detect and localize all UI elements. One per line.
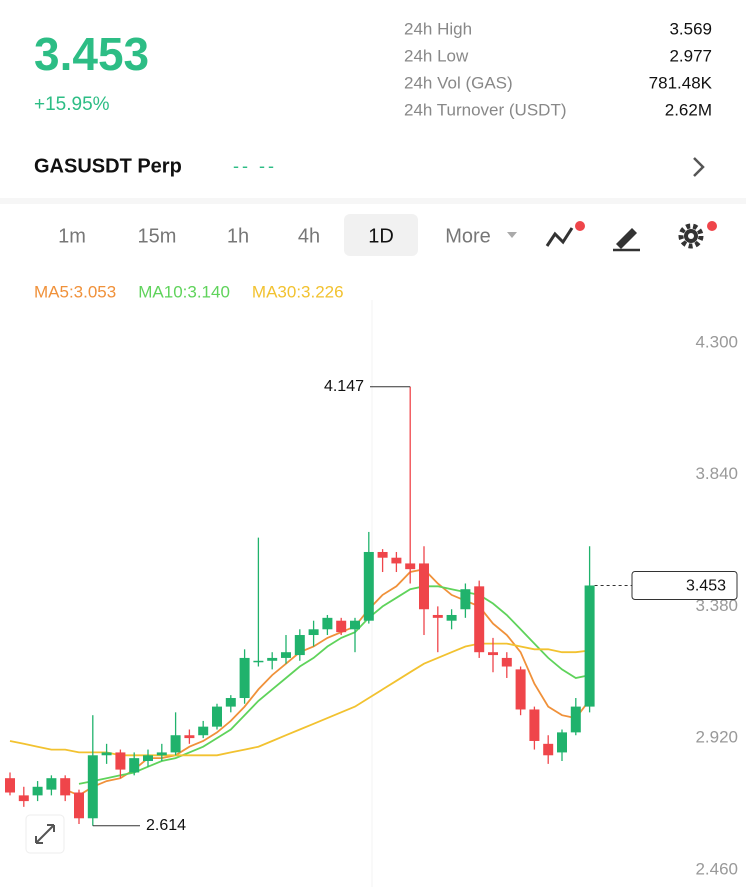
active-tab-bg xyxy=(344,214,418,256)
price-change: +15.95% xyxy=(34,94,110,115)
chevron[interactable] xyxy=(693,157,705,177)
stats: 24h High 3.569 24h Low 2.977 24h Vol (GAS) 78… xyxy=(404,19,713,119)
candle-body xyxy=(225,698,236,707)
y-tick-label: 2.920 xyxy=(695,728,738,747)
candle-body xyxy=(363,551,374,621)
stat-label: 24h Vol (GAS) xyxy=(404,73,513,92)
candle-body xyxy=(74,792,84,819)
candle-body xyxy=(308,629,319,636)
last-box xyxy=(631,570,738,600)
last-label: 3.453 xyxy=(686,578,726,595)
candle-body xyxy=(46,778,57,790)
candle-body xyxy=(60,778,71,796)
candle-body xyxy=(446,614,457,621)
candle-body xyxy=(488,652,498,656)
stat-value: 781.48K xyxy=(649,73,713,92)
ma-label: MA5:3.053 xyxy=(34,282,116,301)
candle-body xyxy=(143,755,153,762)
candle-body xyxy=(419,563,429,610)
ma-label: MA30:3.226 xyxy=(252,282,344,301)
candle-body xyxy=(350,620,360,630)
divider xyxy=(0,198,746,204)
max-label: 4.147 xyxy=(324,378,364,395)
candle-body xyxy=(18,795,29,802)
candle-body xyxy=(253,660,264,663)
candle-body xyxy=(212,706,222,727)
tabs: 1m 15m 1h 4h 1D More xyxy=(58,225,491,247)
stat-label: 24h Turnover (USDT) xyxy=(404,100,567,119)
candle-body xyxy=(184,735,195,739)
interval-tab[interactable]: 4h xyxy=(298,225,320,247)
candle-body xyxy=(32,786,43,796)
interval-tab[interactable]: More xyxy=(445,225,491,247)
candle-body xyxy=(584,585,595,707)
candle-body xyxy=(156,752,167,756)
candle-body xyxy=(87,755,98,819)
stat-value: 2.62M xyxy=(665,100,712,119)
min-label: 2.614 xyxy=(146,817,186,834)
y-tick-label: 3.840 xyxy=(695,464,738,483)
candle-body xyxy=(557,732,567,753)
last-price: 3.453 xyxy=(34,28,149,80)
candle-body xyxy=(460,589,471,610)
candle-body xyxy=(294,635,305,656)
stat-value: 2.977 xyxy=(669,46,712,65)
candle-body xyxy=(336,620,347,633)
candle-body xyxy=(529,709,540,741)
candle-body xyxy=(501,657,512,667)
dropdown[interactable] xyxy=(507,232,517,238)
indicator-icon[interactable] xyxy=(545,221,585,247)
interval-tab[interactable]: 15m xyxy=(138,225,177,247)
symbol-name[interactable]: GASUSDT Perp xyxy=(34,155,182,177)
ma-legend: MA5:3.053 MA10:3.140 MA30:3.226 xyxy=(34,282,344,301)
candle-body xyxy=(115,752,126,770)
candle-body xyxy=(474,586,485,653)
candle-body xyxy=(198,726,209,736)
candle-body xyxy=(101,752,112,756)
candle-body xyxy=(432,614,443,618)
candle-body xyxy=(515,669,526,710)
draw-icon[interactable] xyxy=(613,228,640,252)
candle-body xyxy=(391,557,402,564)
expand-icon[interactable] xyxy=(25,814,65,854)
funding: -- -- xyxy=(233,156,277,176)
ma-line xyxy=(78,585,590,785)
ma-line xyxy=(64,568,591,797)
y-tick-label: 2.460 xyxy=(695,859,738,878)
plot: 4.300 3.840 3.380 2.920 2.460 4.147 2.614 3.453 xyxy=(5,332,738,878)
candle-body xyxy=(570,706,581,733)
y-tick-label: 3.380 xyxy=(695,596,738,615)
interval-tab[interactable]: 1h xyxy=(227,225,249,247)
candle-body xyxy=(322,617,333,630)
candle-body xyxy=(543,743,554,756)
settings-icon[interactable] xyxy=(678,221,717,249)
candle-body xyxy=(129,758,140,773)
candle-body xyxy=(405,563,416,570)
candle-body xyxy=(267,657,278,661)
candle-body xyxy=(377,551,388,558)
y-tick-label: 4.300 xyxy=(695,332,738,351)
candle-body xyxy=(5,778,15,793)
candle-body xyxy=(170,735,181,753)
stat-value: 3.569 xyxy=(669,19,712,38)
interval-tab[interactable]: 1D xyxy=(368,225,394,247)
interval-tab[interactable]: 1m xyxy=(58,225,86,247)
ma-label: MA10:3.140 xyxy=(138,282,230,301)
stat-label: 24h Low xyxy=(404,46,469,65)
stat-label: 24h High xyxy=(404,19,472,38)
candle-body xyxy=(239,657,250,699)
candle-body xyxy=(281,652,291,658)
